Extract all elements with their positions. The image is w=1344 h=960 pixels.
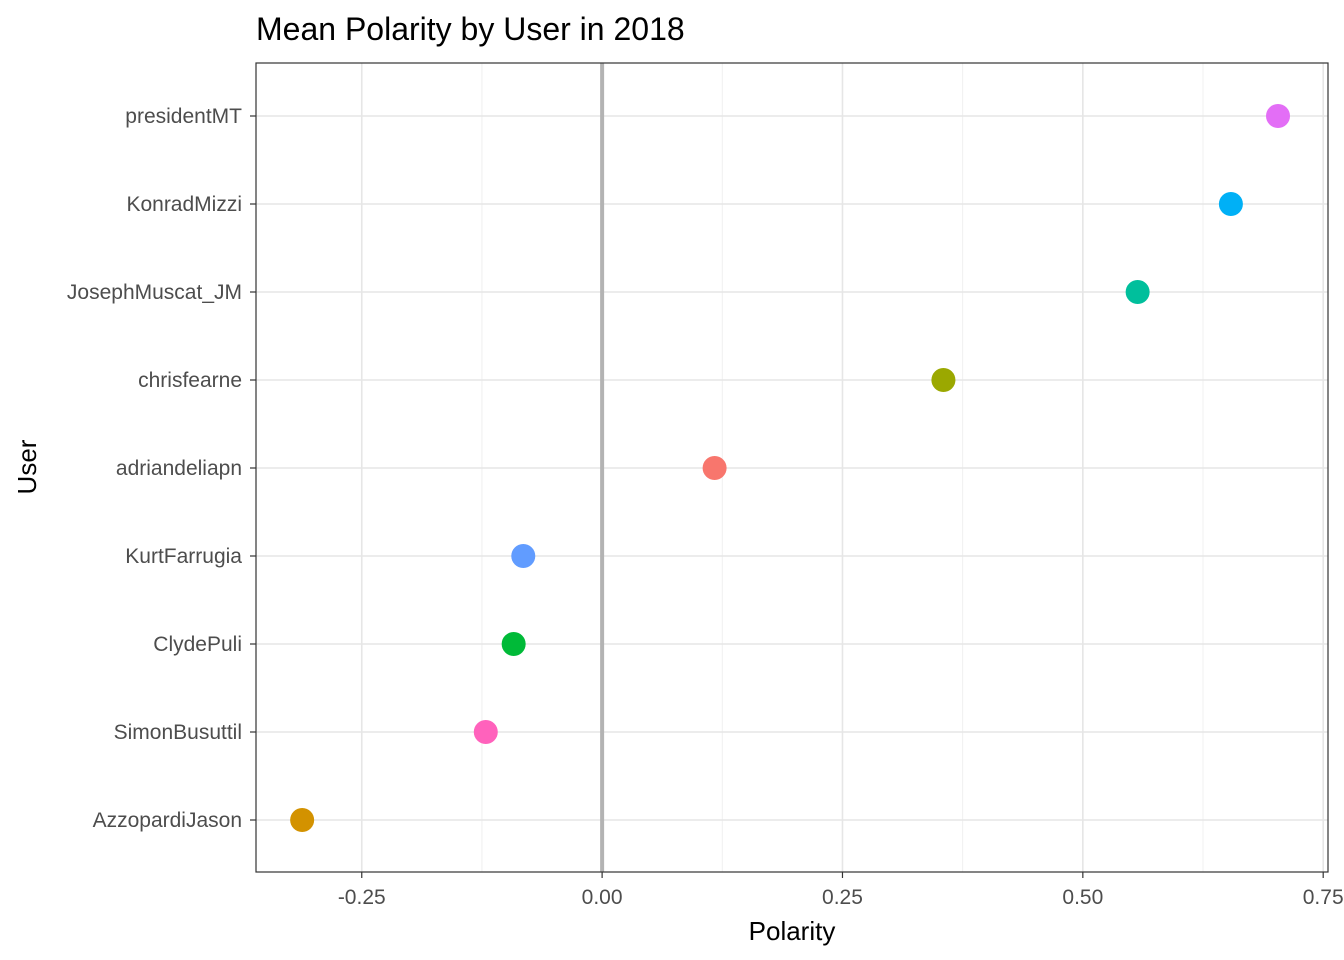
data-point xyxy=(1218,192,1243,216)
data-point xyxy=(1266,104,1291,128)
x-tick-label: 0.25 xyxy=(822,886,863,909)
data-point xyxy=(931,368,956,392)
data-point xyxy=(702,456,727,480)
y-tick-label: adriandeliapn xyxy=(116,457,242,480)
y-tick-label: KurtFarrugia xyxy=(125,545,242,568)
x-tick-label: 0.00 xyxy=(582,886,623,909)
y-tick-label: ClydePuli xyxy=(153,633,242,656)
data-point xyxy=(1125,280,1150,304)
data-point xyxy=(473,720,498,744)
x-axis-title: Polarity xyxy=(749,916,836,946)
y-tick-label: AzzopardiJason xyxy=(93,809,242,832)
grid xyxy=(256,63,1328,872)
data-point xyxy=(511,544,536,568)
x-tick-label: 0.50 xyxy=(1062,886,1103,909)
data-point xyxy=(501,632,526,656)
y-tick-label: KonradMizzi xyxy=(126,193,242,216)
y-axis: presidentMT KonradMizzi JosephMuscat_JMchr… xyxy=(67,105,256,832)
chart-title: Mean Polarity by User in 2018 xyxy=(256,11,685,47)
x-tick-label: -0.25 xyxy=(338,886,386,909)
data-point xyxy=(290,808,315,832)
y-axis-title: User xyxy=(12,439,42,494)
y-tick-label: chrisfearne xyxy=(138,369,242,392)
x-axis: -0.25 0.00 0.25 0.50 0.75 xyxy=(338,872,1344,909)
y-tick-label: JosephMuscat_JM xyxy=(67,281,242,304)
y-tick-label: SimonBusuttil xyxy=(114,721,242,744)
points xyxy=(290,104,1291,832)
y-tick-label: presidentMT xyxy=(125,105,242,128)
x-tick-label: 0.75 xyxy=(1303,886,1344,909)
